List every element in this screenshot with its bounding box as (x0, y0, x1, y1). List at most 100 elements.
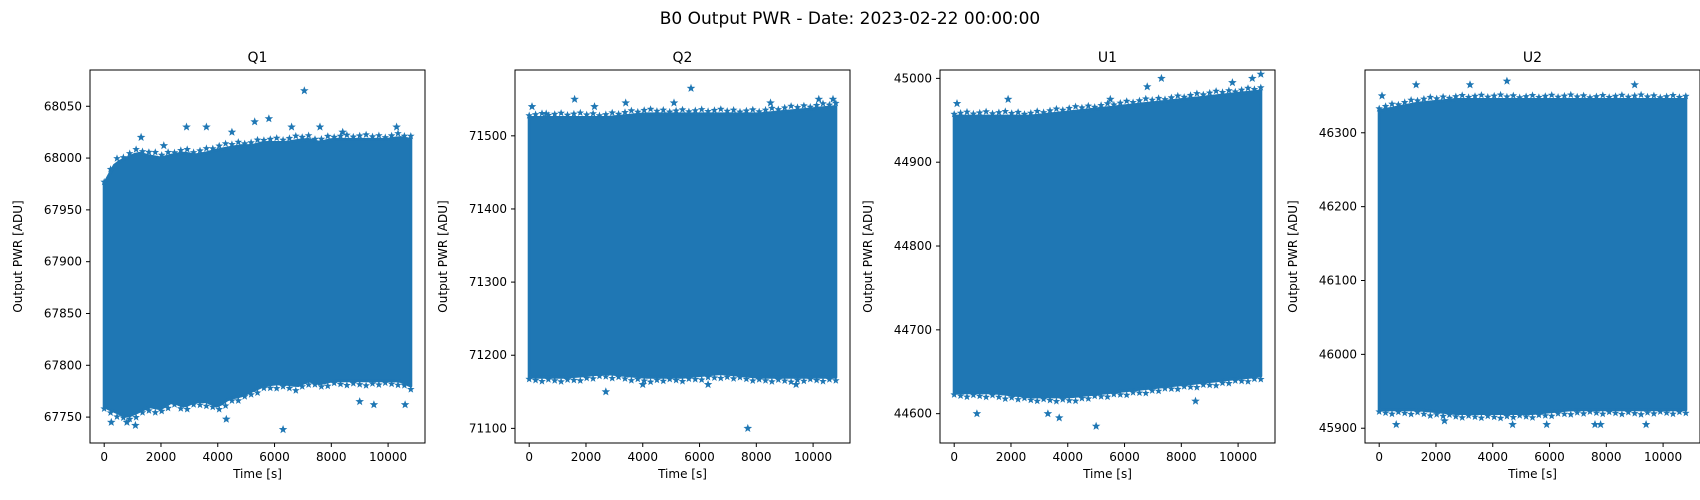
edge-point (1084, 101, 1093, 110)
edge-point (247, 390, 255, 398)
outlier-point (250, 117, 259, 126)
edge-point (221, 139, 230, 147)
axes-frame (1364, 69, 1700, 444)
edge-point (1432, 410, 1441, 418)
edge-point (550, 110, 559, 118)
edge-point (1212, 87, 1220, 95)
edge-point (100, 404, 108, 412)
edge-point (963, 392, 971, 401)
edge-point (1611, 92, 1620, 100)
edge-point (1027, 396, 1035, 404)
edge-point (825, 100, 834, 109)
edge-point (659, 106, 668, 114)
edge-point (1509, 413, 1518, 421)
edge-point (113, 412, 121, 420)
edge-point (1001, 107, 1010, 115)
edge-point (950, 390, 958, 398)
edge-point (768, 377, 776, 385)
edge-point (563, 375, 572, 383)
outlier-point (392, 122, 401, 131)
outlier-point (1590, 420, 1600, 429)
x-axis-label: Time [s] (1082, 467, 1132, 481)
edge-point (685, 107, 693, 115)
edge-point (1167, 384, 1176, 392)
edge-point (1231, 87, 1240, 95)
edge-point (1135, 96, 1144, 104)
edge-point (1193, 383, 1201, 391)
edge-point (800, 377, 808, 385)
edge-point (1535, 411, 1543, 419)
edge-point (608, 374, 616, 382)
edge-point (1078, 103, 1086, 111)
edge-point (164, 404, 172, 412)
edge-point (387, 379, 396, 388)
edge-point (1110, 100, 1118, 108)
edge-point (1007, 393, 1016, 401)
edge-point (260, 384, 268, 392)
edge-point (1630, 409, 1639, 417)
edge-point (1400, 409, 1409, 417)
edge-point (1496, 414, 1505, 422)
edge-point (375, 131, 383, 139)
edge-point (1560, 410, 1569, 418)
outlier-point (369, 400, 379, 409)
edge-point (1618, 91, 1626, 99)
edge-point (1650, 409, 1658, 417)
edge-point (189, 400, 198, 408)
edge-point (1515, 93, 1524, 101)
edge-point (1065, 104, 1073, 112)
edge-point (1142, 389, 1150, 397)
edge-point (1528, 413, 1537, 421)
edge-point (640, 106, 648, 114)
x-tick-label: 4000 (1477, 450, 1508, 464)
edge-point (1250, 85, 1259, 93)
edge-point (982, 393, 990, 401)
edge-point (209, 144, 217, 152)
outlier-point (1391, 420, 1401, 429)
y-axis-label: Output PWR [ADU] (436, 200, 450, 312)
y-tick-label: 67750 (44, 410, 82, 424)
edge-point (621, 108, 629, 116)
edge-point (1637, 90, 1645, 99)
edge-point (1103, 99, 1112, 107)
edge-point (1605, 408, 1613, 416)
y-tick-label: 67950 (44, 203, 82, 217)
edge-point (1586, 93, 1594, 101)
edge-point (982, 107, 990, 115)
edge-point (812, 101, 821, 109)
x-axis-label: Time [s] (232, 467, 282, 481)
edge-point (1110, 390, 1118, 398)
y-tick-label: 45900 (1319, 421, 1357, 435)
edge-point (950, 110, 958, 118)
edge-point (292, 386, 300, 394)
edge-point (125, 149, 134, 157)
edge-point (145, 148, 153, 156)
edge-point (1257, 375, 1265, 383)
edge-point (749, 105, 757, 113)
outlier-point (766, 98, 775, 107)
edge-point (100, 178, 108, 186)
edge-point (157, 407, 166, 415)
edge-point (183, 145, 191, 153)
edge-point (1225, 379, 1233, 387)
edge-point (1413, 408, 1422, 416)
edge-point (729, 106, 738, 114)
edge-point (1180, 93, 1188, 101)
edge-point (1547, 412, 1556, 420)
subplot-title: Q1 (248, 50, 268, 66)
edge-point (387, 131, 396, 139)
edge-point (1490, 91, 1498, 100)
edge-point (723, 107, 731, 115)
edge-point (164, 148, 172, 156)
edge-point (665, 375, 674, 383)
edge-point (1605, 93, 1613, 101)
edge-point (1065, 396, 1073, 404)
edge-point (1122, 391, 1131, 399)
edge-point (1154, 387, 1163, 395)
edge-point (1084, 394, 1093, 402)
y-tick-label: 46100 (1319, 274, 1357, 288)
edge-point (1484, 93, 1492, 101)
outlier-point (1641, 420, 1651, 429)
edge-point (761, 376, 770, 384)
